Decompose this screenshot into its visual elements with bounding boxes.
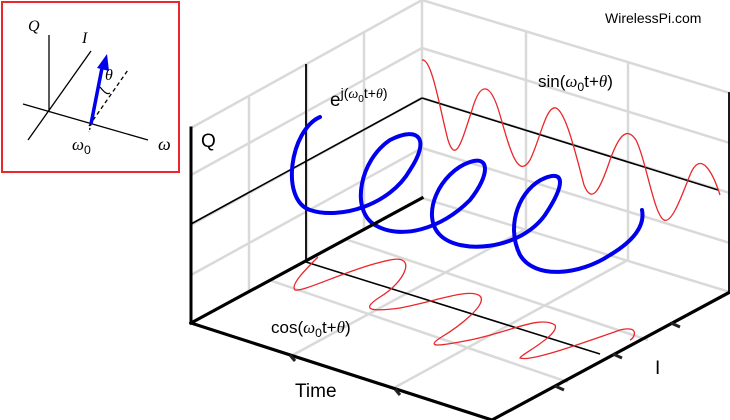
inset-theta-label: θ bbox=[105, 67, 113, 84]
inset-dashed-reference bbox=[88, 69, 129, 127]
inset-theta-arc bbox=[99, 86, 111, 95]
helix-label: ej(ω0t+θ) bbox=[330, 85, 388, 112]
cosine-label-theta: θ bbox=[336, 318, 345, 337]
cosine-label-sub: 0 bbox=[315, 326, 322, 341]
inset-i-axis bbox=[27, 50, 92, 141]
sine-label-mid: t+ bbox=[584, 72, 599, 91]
helix-label-theta: θ bbox=[375, 87, 383, 103]
helix-label-omega: ω bbox=[348, 87, 359, 103]
inset-q-label: Q bbox=[28, 18, 40, 35]
sine-projection-curve bbox=[421, 59, 721, 221]
cosine-label-prefix: cos( bbox=[271, 318, 304, 337]
cosine-label-mid: t+ bbox=[321, 318, 337, 337]
helix-label-exp-suffix: t+ bbox=[363, 85, 376, 102]
arrowhead-icon bbox=[97, 54, 109, 71]
time-axis-label: Time bbox=[295, 381, 337, 402]
sine-label: sin(ω0t+θ) bbox=[538, 72, 613, 95]
inset-i-label: I bbox=[82, 30, 88, 47]
sine-label-theta: θ bbox=[598, 72, 608, 91]
axis-lines bbox=[190, 64, 719, 355]
sine-label-close: ) bbox=[607, 72, 613, 91]
inset-omega0-label: ω0 bbox=[72, 135, 91, 158]
helix-label-close: ) bbox=[382, 85, 388, 102]
inset-phasor-diagram bbox=[22, 35, 149, 141]
inset-frame bbox=[1, 1, 180, 173]
inset-phasor-arrow bbox=[89, 67, 104, 125]
cosine-label: cos(ω0t+θ) bbox=[271, 318, 351, 341]
helix-label-sub: 0 bbox=[358, 93, 364, 105]
axis-ticks bbox=[288, 321, 681, 396]
inset-omega0-symbol: ω bbox=[72, 135, 85, 154]
i-axis-label: I bbox=[655, 358, 661, 379]
q-axis-label: Q bbox=[201, 131, 216, 152]
helix-label-base: e bbox=[330, 90, 341, 111]
inset-omega0-subscript: 0 bbox=[84, 143, 91, 158]
sine-label-prefix: sin( bbox=[538, 72, 566, 91]
cosine-label-close: ) bbox=[344, 318, 351, 337]
sine-label-sub: 0 bbox=[577, 80, 585, 95]
floor-grid bbox=[190, 196, 649, 391]
inset-omega-axis-label: ω bbox=[158, 134, 171, 154]
box-frame bbox=[188, 92, 730, 420]
cosine-label-omega: ω bbox=[303, 318, 316, 337]
helix-label-exp-prefix: j( bbox=[340, 85, 349, 102]
inset-omega-axis bbox=[22, 103, 149, 141]
cosine-projection-curve bbox=[293, 256, 636, 360]
sine-label-omega: ω bbox=[565, 72, 578, 91]
complex-exponential-helix bbox=[289, 115, 645, 274]
watermark: WirelessPi.com bbox=[605, 10, 702, 26]
